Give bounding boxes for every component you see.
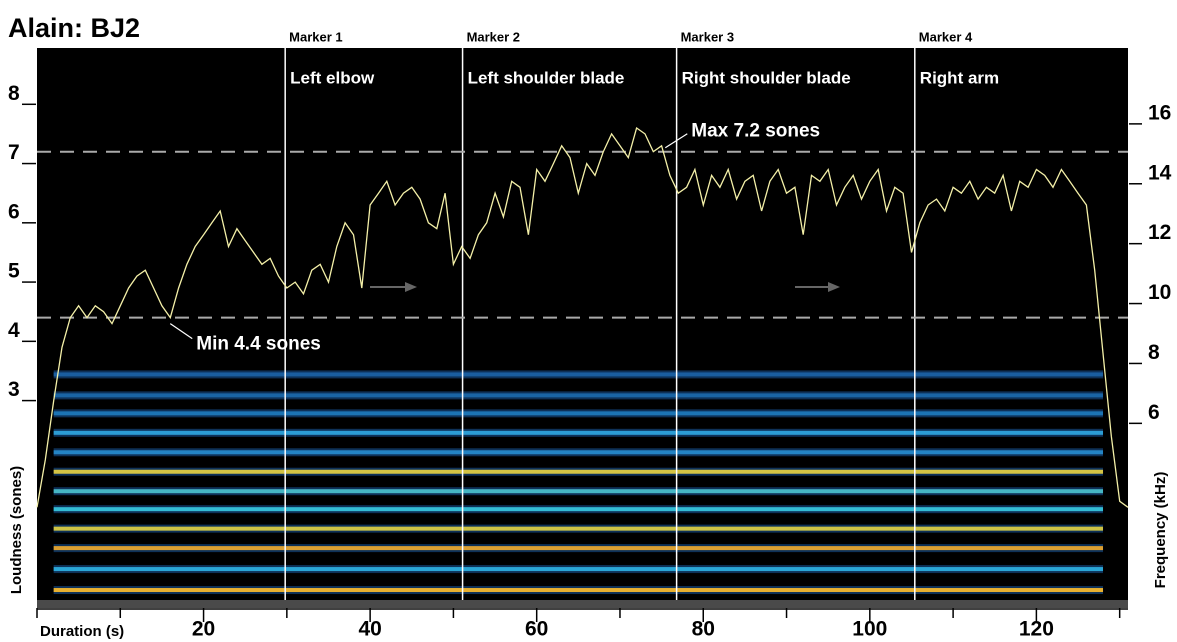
plot-area	[37, 48, 1128, 608]
marker-label: Marker 2	[467, 29, 520, 44]
arrow-head	[405, 282, 417, 292]
band	[53, 430, 1104, 435]
band	[53, 526, 1104, 531]
marker-name: Right arm	[920, 68, 999, 87]
loudness-line	[36, 126, 1129, 508]
x-axis-title: Duration (s)	[40, 623, 124, 640]
marker-name: Left elbow	[290, 68, 375, 87]
marker-name: Left shoulder blade	[468, 68, 625, 87]
y2-tick-label: 16	[1148, 101, 1171, 124]
guides	[22, 103, 1142, 622]
y-tick-label: 8	[8, 82, 20, 105]
band	[53, 411, 1104, 416]
band	[53, 489, 1104, 494]
x-tick-label: 40	[358, 618, 381, 641]
band	[53, 372, 1104, 377]
labels: 3 4 5 6 7 8 6 8 10 12 14 16 20 40 60 80 100 120 Marker 1 Le…	[8, 29, 1172, 640]
y2-tick-label: 8	[1148, 341, 1160, 364]
arrow-head	[828, 282, 840, 292]
band	[53, 546, 1104, 551]
x-tick-label: 100	[852, 618, 887, 641]
y-tick-label: 6	[8, 200, 20, 223]
spectrogram	[53, 370, 1104, 595]
band	[53, 393, 1104, 398]
y2-axis-title: Frequency (kHz)	[1152, 472, 1169, 589]
band	[53, 588, 1104, 593]
band	[53, 450, 1104, 455]
y-tick-label: 7	[8, 141, 20, 164]
marker-label: Marker 4	[919, 29, 973, 44]
plot-strip	[37, 600, 1128, 608]
y2-tick-label: 10	[1148, 281, 1171, 304]
annotation-leader	[169, 323, 193, 340]
marker-label: Marker 1	[289, 29, 342, 44]
y-tick-label: 5	[8, 260, 20, 283]
x-tick-label: 80	[692, 618, 715, 641]
annotation: Max 7.2 sones	[691, 121, 820, 142]
marker-name: Right shoulder blade	[682, 68, 851, 87]
chart-title: Alain: BJ2	[8, 13, 140, 43]
y-tick-label: 4	[8, 319, 20, 342]
x-tick-label: 60	[525, 618, 548, 641]
y2-tick-label: 12	[1148, 221, 1171, 244]
y2-tick-label: 6	[1148, 401, 1160, 424]
y-axis-title: Loudness (sones)	[8, 466, 25, 594]
x-tick-label: 20	[192, 618, 215, 641]
y2-tick-label: 14	[1148, 161, 1172, 184]
annotation: Min 4.4 sones	[196, 334, 321, 355]
x-tick-label: 120	[1019, 618, 1054, 641]
marker-label: Marker 3	[681, 29, 734, 44]
band	[53, 507, 1104, 512]
band	[53, 469, 1104, 474]
y-tick-label: 3	[8, 378, 20, 401]
annotation-leader	[664, 133, 688, 149]
band	[53, 567, 1104, 572]
